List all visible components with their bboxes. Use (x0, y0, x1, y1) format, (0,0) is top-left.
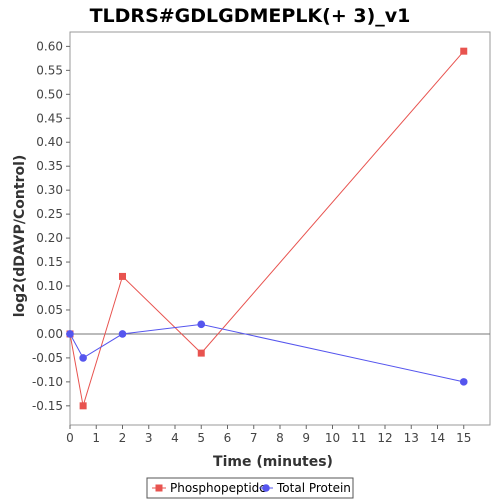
y-tick-label: 0.15 (36, 255, 63, 269)
x-axis: 0 1 2 3 4 5 6 7 8 9 10 11 12 13 14 15 (66, 425, 471, 445)
x-tick-label: 1 (92, 431, 100, 445)
data-point (66, 330, 74, 338)
x-tick-label: 11 (351, 431, 366, 445)
y-tick-label: -0.10 (32, 375, 63, 389)
x-tick-label: 14 (430, 431, 445, 445)
y-tick-label: 0.40 (36, 135, 63, 149)
x-tick-label: 4 (171, 431, 179, 445)
y-tick-label: 0.30 (36, 183, 63, 197)
y-axis-label: log2(dDAVP/Control) (12, 155, 28, 318)
data-point (460, 47, 468, 55)
legend-item: Total Protein (259, 481, 351, 495)
legend: Phosphopeptide Total Protein (146, 477, 354, 499)
plot-area (69, 31, 491, 426)
legend-marker (155, 484, 163, 492)
x-tick-label: 5 (197, 431, 205, 445)
x-tick-label: 8 (276, 431, 284, 445)
y-tick-label: 0.10 (36, 279, 63, 293)
legend-items: Phosphopeptide Total Protein (152, 481, 351, 495)
y-tick-label: 0.00 (36, 327, 63, 341)
legend-box (146, 477, 354, 499)
x-tick-label: 10 (325, 431, 340, 445)
x-tick-label: 7 (250, 431, 258, 445)
data-point (79, 402, 87, 410)
x-tick-label: 13 (404, 431, 419, 445)
y-tick-label: 0.20 (36, 231, 63, 245)
x-tick-label: 3 (145, 431, 153, 445)
y-tick-label: -0.15 (32, 399, 63, 413)
y-tick-label: 0.55 (36, 63, 63, 77)
data-point (197, 349, 205, 357)
data-point (79, 354, 87, 362)
y-tick-label: 0.05 (36, 303, 63, 317)
series-layer (66, 47, 468, 410)
x-tick-label: 9 (302, 431, 310, 445)
y-tick-label: 0.35 (36, 159, 63, 173)
data-point (118, 330, 127, 338)
data-point (459, 378, 468, 386)
legend-marker (262, 484, 270, 492)
legend-label: Total Protein (276, 481, 351, 495)
legend-label: Phosphopeptide (170, 481, 267, 495)
y-tick-label: 0.45 (36, 111, 63, 125)
series-total-protein (66, 320, 468, 386)
x-tick-label: 6 (224, 431, 232, 445)
y-tick-label: 0.50 (36, 87, 63, 101)
chart-title: TLDRS#GDLGDMEPLK(+ 3)_v1 (90, 5, 411, 27)
y-tick-label: 0.60 (36, 39, 63, 53)
legend-item: Phosphopeptide (152, 481, 267, 495)
data-point (197, 320, 206, 329)
x-tick-label: 15 (456, 431, 471, 445)
y-tick-label: -0.05 (32, 351, 63, 365)
data-point (119, 272, 126, 280)
y-tick-label: 0.25 (36, 207, 63, 221)
y-axis: -0.15 -0.10 -0.05 0.00 0.05 0.10 0.15 0.20 0.25 0… (32, 39, 70, 413)
x-axis-label: Time (minutes) (213, 454, 333, 470)
x-tick-label: 2 (119, 431, 127, 445)
x-tick-label: 12 (377, 431, 392, 445)
x-tick-label: 0 (66, 431, 74, 445)
